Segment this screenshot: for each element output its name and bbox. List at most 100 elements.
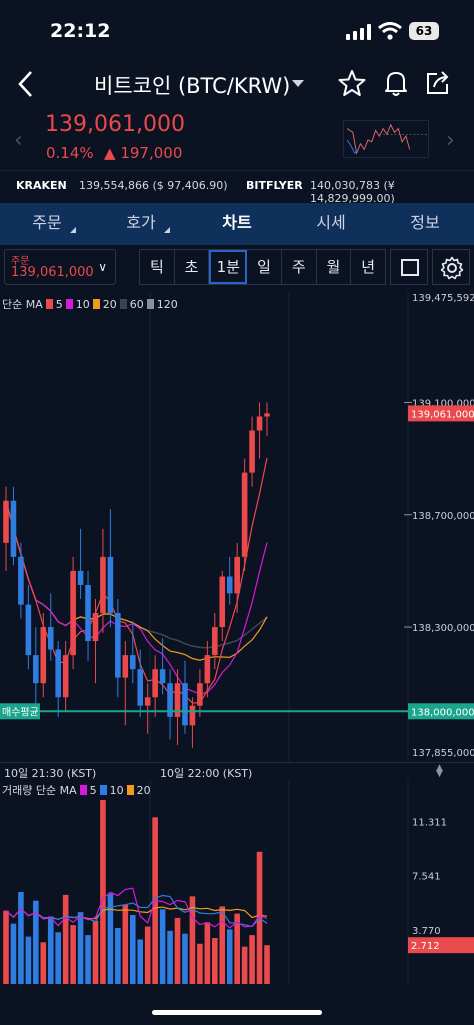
candle-body [100,556,106,614]
candle-body [107,556,114,614]
order-price-select[interactable]: 주문 139,061,000 ∨ [4,249,116,285]
home-indicator [152,1010,322,1015]
avg-buy-tag [0,703,40,720]
tab-info[interactable]: 정보 [378,203,472,245]
volume-bar [115,927,121,984]
period-month-button[interactable]: 월 [317,250,352,284]
volume-current-label: 2.712 [411,941,440,952]
time-label: 10일 22:00 (KST) [160,767,253,780]
candle-body [264,413,270,417]
y-axis-label: 138,300,000 [412,623,474,634]
next-coin-arrow-icon[interactable]: › [446,128,455,153]
volume-bar [55,932,61,984]
candle-body [92,613,99,642]
period-second-button[interactable]: 초 [175,250,210,284]
volume-bar [3,910,9,984]
volume-axis-label: 3.770 [412,926,441,937]
y-axis-label: 137,855,000 [412,748,474,759]
exchange-value: 140,030,783 (¥ 14,829,999.00) [310,179,395,205]
candle-body [219,576,226,628]
status-time: 22:12 [50,20,111,42]
candle-body [18,556,24,605]
corner-triangle-icon [70,227,76,233]
bell-icon[interactable] [382,69,410,97]
page-title[interactable]: 비트코인 (BTC/KRW) [94,74,291,98]
volume-bar [174,917,181,984]
order-select-label: 주문 [11,256,30,267]
volume-axis-label: 11.311 [412,817,447,828]
prev-coin-arrow-icon[interactable]: ‹ [14,128,23,153]
period-selector: 틱 초 1분 일 주 월 년 [139,249,386,285]
time-label: 10일 21:30 (KST) [4,767,97,780]
back-button[interactable] [14,68,38,100]
volume-current-tag [408,937,474,954]
volume-bar [137,939,144,984]
exchange-row: KRAKEN 139,554,866 ($ 97,406.90) BITFLYE… [0,170,474,205]
share-icon[interactable] [424,69,452,97]
vol-ma20-swatch [126,785,134,795]
vol-ma10-label: 10 [109,783,124,797]
volume-legend: 거래량 단순 MA 5 10 20 [2,782,151,798]
volume-bar [25,936,32,984]
period-tick-button[interactable]: 틱 [140,250,175,284]
vol-ma10-swatch [99,785,107,795]
tab-market[interactable]: 시세 [284,203,378,245]
candle-body [256,416,263,431]
ma5-label: 5 [55,297,63,311]
tab-chart[interactable]: 차트 [190,203,284,245]
ma10-swatch [65,299,73,309]
square-icon [401,259,419,276]
signal-icon [346,24,371,40]
candle-body [226,576,233,594]
volume-bar [122,904,129,984]
tab-order[interactable]: 주문 [0,203,94,245]
candle-body [197,683,203,706]
volume-bar [18,892,24,984]
candle-body [25,604,32,656]
exchange-name: KRAKEN [16,179,67,192]
vol-ma5-line [5,887,268,929]
candlestick-chart[interactable]: 139,475,592 139,100,000 138,700,000 138,300… [0,292,474,762]
ma-legend-title: 단순 MA [2,298,43,311]
current-price-tag-label: 139,061,000 [411,409,474,420]
candle-body [33,655,39,684]
candle-body [174,683,181,717]
y-axis-label: 139,100,000 [412,398,474,409]
ma120-swatch [146,299,154,309]
candle-body [77,570,84,585]
candle-body [182,683,188,726]
candle-body [62,655,69,698]
axis-scale-icon[interactable]: ▲ ▼ [436,763,443,779]
ma20-swatch [92,299,100,309]
change-percent: 0.14% [46,144,94,162]
candle-body [55,649,61,698]
ma-legend: 단순 MA 5 10 20 60 120 [2,296,178,312]
candle-body [85,584,91,642]
volume-bar [33,900,39,984]
period-week-button[interactable]: 주 [282,250,317,284]
chevron-down-icon[interactable] [292,80,304,87]
candle-body [249,430,255,473]
settings-button[interactable] [432,249,470,285]
volume-bar [197,943,203,984]
candle-body [159,669,166,684]
volume-bar [182,933,188,984]
fullscreen-button[interactable] [390,249,428,285]
volume-bar [100,800,106,984]
candle-body [204,655,211,684]
period-day-button[interactable]: 일 [247,250,282,284]
volume-bar [129,915,136,984]
volume-bar [167,930,173,984]
period-year-button[interactable]: 년 [361,258,376,276]
ma10-line [5,500,268,695]
volume-bar [47,916,54,984]
star-icon[interactable] [338,69,366,97]
candle-body [167,683,173,717]
tab-orderbook[interactable]: 호가 [94,203,188,245]
avg-buy-price-label: 138,000,000 [411,707,474,718]
period-1min-button[interactable]: 1분 [209,250,248,284]
ma10-label: 10 [75,297,90,311]
ma60-swatch [119,299,127,309]
volume-chart[interactable]: 11.311 7.541 3.770 2.712 [0,780,474,984]
volume-legend-title: 거래량 단순 MA [2,784,77,797]
